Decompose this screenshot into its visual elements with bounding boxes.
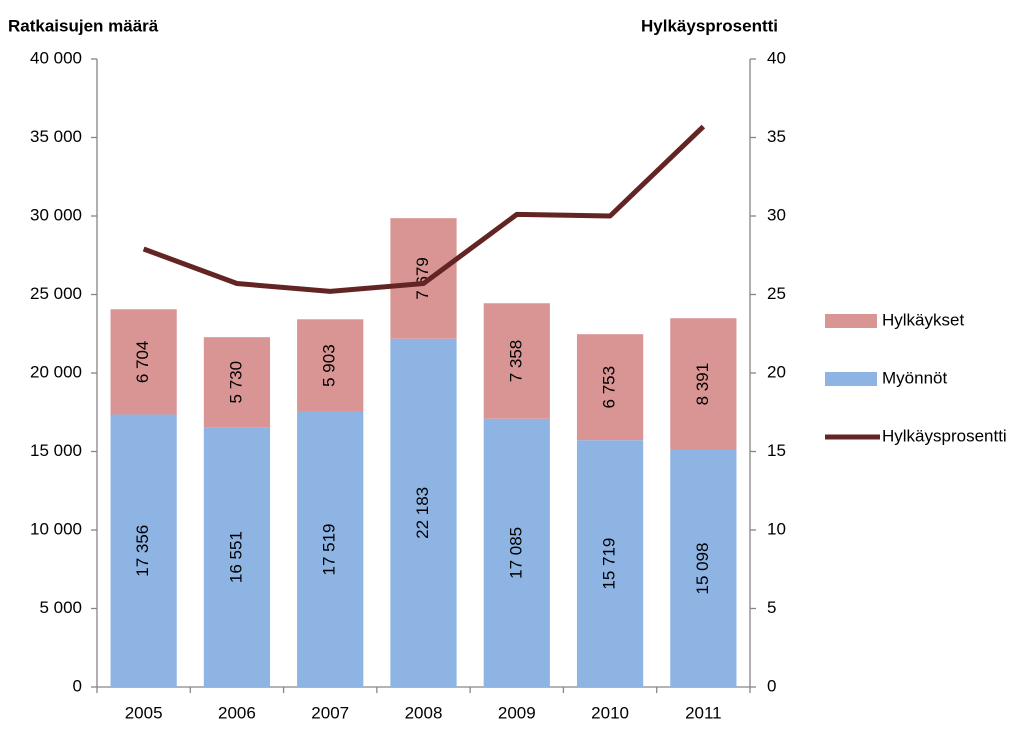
bar [483, 418, 550, 687]
data-label: 5 730 [226, 361, 245, 404]
data-label: 17 085 [506, 527, 525, 579]
legend-swatch [825, 372, 877, 386]
x-tick-label: 2007 [311, 703, 349, 722]
y-axis-label: Ratkaisujen määrä [8, 16, 159, 35]
y2-tick-label: 35 [767, 127, 786, 146]
legend-swatch [825, 314, 877, 328]
x-tick-label: 2005 [125, 703, 163, 722]
y-tick-label: 15 000 [30, 441, 82, 460]
y-tick-label: 30 000 [30, 205, 82, 224]
line [142, 124, 706, 294]
bar [670, 318, 737, 450]
x-tick-label: 2010 [591, 703, 629, 722]
y-tick-label: 40 000 [30, 48, 82, 67]
y2-tick-label: 30 [767, 205, 786, 224]
y2-tick-label: 10 [767, 519, 786, 538]
bar [483, 303, 550, 419]
y-tick-label: 25 000 [30, 284, 82, 303]
x-tick-label: 2008 [405, 703, 443, 722]
bar [110, 414, 177, 687]
y-tick-label: 5 000 [39, 598, 82, 617]
data-label: 8 391 [693, 363, 712, 406]
legend-label: Hylkäykset [882, 310, 964, 329]
x-tick-label: 2009 [498, 703, 536, 722]
data-label: 6 704 [133, 341, 152, 384]
legend-label: Hylkäysprosentti [882, 426, 1007, 445]
bar [390, 218, 457, 339]
bar [390, 338, 457, 687]
bar [297, 319, 364, 412]
y2-axis-label: Hylkäysprosentti [641, 16, 778, 35]
data-label: 15 098 [693, 542, 712, 594]
y2-tick-label: 20 [767, 362, 786, 381]
y-tick-label: 10 000 [30, 519, 82, 538]
bar [576, 334, 644, 441]
bar [203, 337, 271, 428]
y2-tick-label: 40 [767, 48, 786, 67]
bar [670, 449, 737, 687]
data-label: 15 719 [600, 538, 619, 590]
data-label: 5 903 [320, 344, 339, 387]
data-label: 22 183 [413, 487, 432, 539]
data-label: 7 679 [413, 257, 432, 300]
y2-tick-label: 15 [767, 441, 786, 460]
y-tick-label: 35 000 [30, 127, 82, 146]
legend-label: Myönnöt [882, 368, 947, 387]
y2-tick-label: 0 [767, 676, 776, 695]
bar [297, 411, 364, 687]
bar [110, 309, 177, 415]
bar [576, 440, 644, 687]
x-tick-label: 2006 [218, 703, 256, 722]
data-label: 17 519 [320, 523, 339, 575]
x-tick-label: 2011 [685, 703, 722, 722]
data-label: 17 356 [133, 525, 152, 577]
bar [203, 427, 271, 687]
data-label: 7 358 [506, 340, 525, 383]
data-label: 16 551 [226, 531, 245, 583]
y2-tick-label: 5 [767, 598, 776, 617]
y2-tick-label: 25 [767, 284, 786, 303]
data-label: 6 753 [600, 366, 619, 409]
y-tick-label: 20 000 [30, 362, 82, 381]
y-tick-label: 0 [73, 676, 82, 695]
